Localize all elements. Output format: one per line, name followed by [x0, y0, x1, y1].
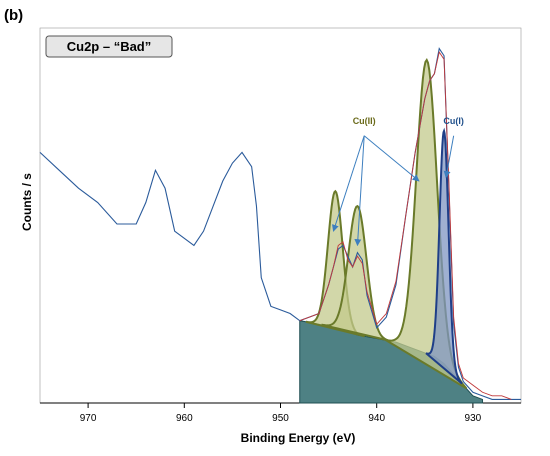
chart-title: Cu2p – “Bad” [67, 39, 152, 54]
annotation-label: Cu(II) [353, 116, 376, 126]
annotation-label: Cu(I) [443, 116, 464, 126]
data-series [39, 47, 521, 400]
x-axis-label: Binding Energy (eV) [241, 431, 356, 445]
annotation-arrow [443, 135, 455, 179]
peak-annotations: Cu(II) Cu(I) [332, 116, 464, 247]
x-tick-label: 930 [465, 413, 482, 424]
x-tick-label: 970 [80, 413, 97, 424]
x-tick-label: 940 [368, 413, 385, 424]
envelope-line [299, 51, 512, 400]
x-tick-label: 950 [272, 413, 289, 424]
title-box-frame [45, 35, 173, 58]
fit-components [305, 58, 468, 390]
panel-label: (b) [4, 7, 23, 24]
title-box: Cu2p – “Bad” [45, 35, 173, 58]
x-tick-label: 960 [176, 413, 193, 424]
component-peak [321, 204, 394, 343]
x-ticks: 970 960 950 940 930 [80, 403, 482, 424]
y-axis-label: Counts / s [20, 173, 34, 231]
component-peak [385, 58, 468, 390]
annotation-arrow [354, 135, 365, 247]
annotation-arrow [363, 135, 420, 182]
component-peak [425, 127, 463, 385]
annotation-arrow [332, 135, 365, 232]
